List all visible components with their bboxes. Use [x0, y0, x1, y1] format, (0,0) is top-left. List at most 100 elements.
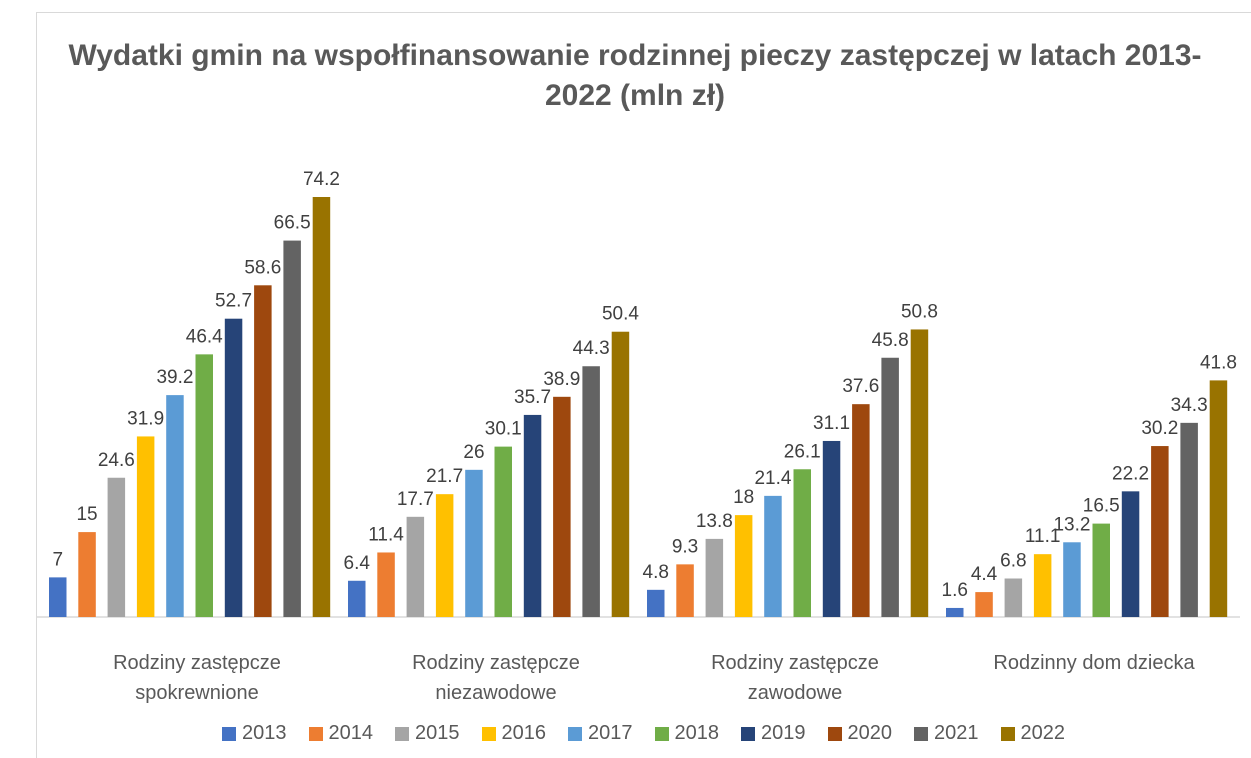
data-label: 13.2	[1053, 514, 1090, 535]
bar	[647, 589, 665, 617]
data-label: 9.3	[672, 536, 698, 557]
x-tick-label: Rodziny zastępcze niezawodowe	[412, 652, 580, 704]
bar	[793, 469, 811, 617]
bar	[136, 436, 155, 617]
bar	[312, 197, 331, 617]
data-label: 41.8	[1200, 352, 1237, 373]
data-label: 45.8	[872, 330, 909, 351]
bar	[195, 354, 213, 617]
legend-swatch	[827, 726, 842, 741]
data-label: 50.4	[602, 304, 639, 325]
data-label: 17.7	[397, 489, 434, 510]
data-label: 26.1	[784, 441, 821, 462]
bar	[822, 440, 841, 617]
x-tick-label: Rodziny zastępcze zawodowe	[711, 652, 879, 704]
legend-swatch	[741, 726, 755, 741]
bar	[523, 414, 542, 617]
data-label: 1.6	[942, 580, 968, 601]
data-label: 13.8	[696, 511, 733, 532]
bar	[49, 577, 67, 617]
legend-label: 2014	[328, 722, 374, 744]
data-label: 4.8	[643, 562, 669, 583]
legend-swatch	[914, 726, 928, 741]
legend-swatch	[222, 726, 236, 741]
data-label: 22.2	[1112, 463, 1149, 484]
bar	[1033, 554, 1052, 617]
bar	[975, 592, 993, 617]
legend-label: 2021	[934, 722, 979, 744]
data-label: 58.6	[244, 257, 281, 278]
data-label: 16.5	[1083, 496, 1120, 517]
data-label: 30.1	[485, 419, 522, 440]
data-label: 50.8	[901, 301, 938, 322]
legend-item: 2015	[395, 722, 460, 745]
legend: 2013 2014 2015 2016 2017 2018 2019 2020 2021 2022	[36, 722, 1251, 745]
bar	[78, 532, 96, 617]
legend-swatch	[568, 726, 582, 741]
x-tick-label: Rodziny zastępcze spokrewnione	[113, 652, 281, 704]
legend-label: 2022	[1020, 722, 1066, 744]
data-label: 31.9	[127, 408, 164, 429]
bar	[465, 469, 483, 617]
legend-label: 2013	[242, 722, 287, 744]
legend-label: 2018	[674, 722, 720, 744]
bar	[348, 580, 366, 617]
bar	[166, 395, 184, 617]
data-label: 39.2	[156, 367, 193, 388]
bar	[734, 515, 753, 617]
data-label: 18	[733, 487, 754, 508]
data-label: 7	[52, 549, 63, 570]
data-label: 38.9	[543, 369, 580, 390]
legend-item: 2013	[222, 722, 287, 745]
bar	[910, 329, 929, 617]
data-label: 15	[76, 504, 97, 525]
data-label: 66.5	[274, 213, 311, 234]
legend-swatch	[308, 726, 323, 741]
bar	[1004, 578, 1023, 617]
bar	[852, 404, 870, 617]
bar	[406, 516, 425, 617]
chart-title: Wydatki gmin na wspołfinansowanie rodzin…	[68, 39, 1202, 112]
legend-item: 2020	[827, 722, 892, 745]
legend-item: 2019	[741, 722, 806, 745]
legend-item: 2018	[654, 722, 720, 745]
x-tick-label: Rodzinny dom dziecka	[993, 652, 1195, 674]
data-label: 6.4	[344, 553, 371, 574]
data-label: 34.3	[1171, 395, 1208, 416]
bar	[553, 396, 571, 617]
data-label: 52.7	[215, 291, 252, 312]
bar	[764, 495, 782, 617]
legend-item: 2014	[308, 722, 374, 745]
data-label: 37.6	[842, 376, 879, 397]
bar	[946, 607, 964, 617]
legend-item: 2016	[481, 722, 547, 745]
bar	[611, 331, 630, 617]
legend-label: 2016	[501, 722, 547, 744]
data-label: 44.3	[573, 338, 610, 359]
bar	[1151, 446, 1169, 617]
legend-label: 2015	[415, 722, 460, 744]
bar	[1063, 542, 1081, 617]
data-label: 26	[463, 442, 484, 463]
data-label: 11.4	[368, 524, 404, 545]
data-label: 30.2	[1141, 418, 1178, 439]
chart-frame	[36, 12, 1251, 758]
legend-swatch	[481, 726, 496, 741]
data-label: 24.6	[98, 450, 135, 471]
data-label: 11.1	[1025, 526, 1061, 547]
data-label: 35.7	[514, 387, 551, 408]
bar	[107, 477, 126, 617]
legend-item: 2021	[914, 722, 979, 745]
bar	[494, 446, 512, 617]
bar	[1121, 491, 1140, 617]
data-label: 21.4	[754, 468, 791, 489]
bar	[377, 552, 395, 617]
legend-item: 2022	[1000, 722, 1066, 745]
bar	[283, 240, 301, 617]
bar	[254, 285, 272, 617]
data-label: 74.2	[303, 169, 340, 190]
data-label: 6.8	[1000, 551, 1026, 572]
legend-item: 2017	[568, 722, 633, 745]
